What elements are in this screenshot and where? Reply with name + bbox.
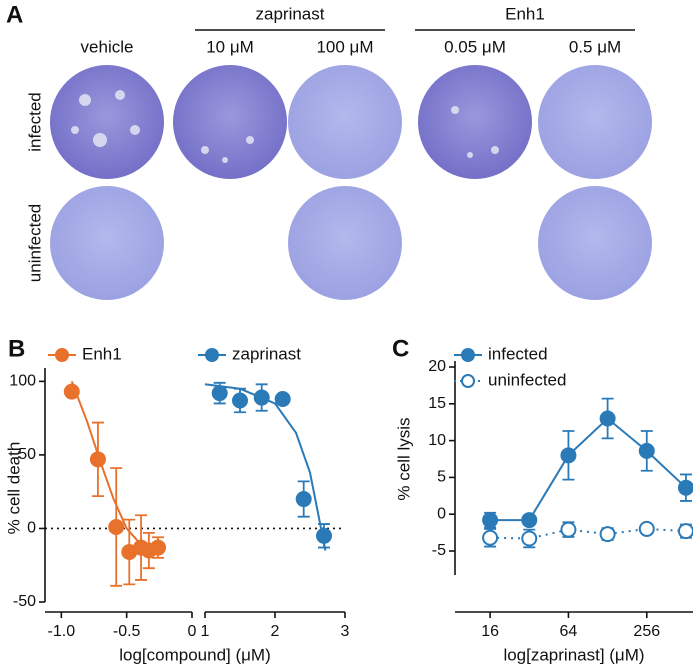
y-tick-label: -5 <box>432 542 446 559</box>
x-tick-label: 2 <box>271 623 280 640</box>
group-label: Enh1 <box>505 4 545 23</box>
column-label: vehicle <box>81 37 134 56</box>
data-point <box>274 391 291 408</box>
data-point <box>482 512 499 529</box>
data-point <box>211 385 228 402</box>
data-point <box>482 529 499 546</box>
data-point <box>638 442 655 459</box>
data-point <box>638 520 655 537</box>
legend-label: infected <box>488 344 548 363</box>
series-line <box>490 527 687 540</box>
y-axis-label: % cell death <box>4 442 23 535</box>
x-tick-label: 1 <box>201 623 210 640</box>
data-point <box>108 518 125 535</box>
fit-curve <box>204 383 327 551</box>
data-point <box>232 392 248 409</box>
x-tick-label: 0 <box>188 623 197 640</box>
data-point <box>560 447 577 464</box>
panel-label: C <box>392 335 409 362</box>
row-label: uninfected <box>25 204 44 282</box>
x-tick-label: 64 <box>560 623 578 640</box>
legend-marker <box>55 348 69 362</box>
x-tick-label: -0.5 <box>113 623 141 640</box>
legend-label: Enh1 <box>82 344 122 363</box>
legend-label: zaprinast <box>232 344 301 363</box>
legend-label: uninfected <box>488 370 566 389</box>
y-tick-label: 15 <box>428 395 446 412</box>
column-label: 0.05 μM <box>444 37 506 56</box>
data-point <box>599 410 616 427</box>
well <box>288 186 402 300</box>
x-tick-label: 3 <box>341 623 350 640</box>
x-tick-label: -1.0 <box>48 623 76 640</box>
well <box>173 65 287 179</box>
x-tick-label: 16 <box>481 623 499 640</box>
data-point <box>521 512 538 529</box>
panel-a: A zaprinast Enh1 vehicle 10 μM 100 μM 0.… <box>6 1 652 300</box>
y-tick-label: 20 <box>428 358 446 375</box>
data-point <box>89 451 106 468</box>
data-point <box>560 521 577 538</box>
y-tick-label: 10 <box>428 432 446 449</box>
row-label: infected <box>25 92 44 152</box>
well <box>538 186 652 300</box>
column-label: 0.5 μM <box>569 37 621 56</box>
column-label: 10 μM <box>206 37 254 56</box>
column-label: 100 μM <box>316 37 373 56</box>
well <box>418 65 532 179</box>
well <box>50 186 164 300</box>
well <box>538 65 652 179</box>
well <box>288 65 402 179</box>
x-tick-label: 256 <box>633 623 660 640</box>
data-point <box>677 479 693 496</box>
y-tick-label: 50 <box>18 446 36 463</box>
data-point <box>316 527 332 544</box>
x-axis-label: log[zaprinast] (μM) <box>503 645 644 664</box>
panel-label: B <box>8 335 25 362</box>
series-line <box>490 417 687 522</box>
y-tick-label: 100 <box>9 373 36 390</box>
y-tick-label: 0 <box>27 520 36 537</box>
data-point <box>253 389 270 406</box>
y-tick-label: 5 <box>437 469 446 486</box>
legend-marker <box>461 348 475 362</box>
data-point <box>599 526 616 543</box>
y-tick-label: 0 <box>437 505 446 522</box>
y-axis-label: % cell lysis <box>394 417 413 500</box>
group-label: zaprinast <box>256 4 325 23</box>
data-point <box>521 530 538 547</box>
data-point <box>677 523 693 540</box>
data-point <box>295 491 312 508</box>
panel-label: A <box>6 1 23 28</box>
well <box>50 65 164 179</box>
legend-marker <box>205 348 219 362</box>
y-tick-label: -50 <box>13 593 36 610</box>
plaques <box>71 90 499 163</box>
data-point <box>150 539 167 556</box>
data-point <box>63 383 80 400</box>
x-axis-label: log[compound] (μM) <box>119 645 271 664</box>
legend-marker <box>461 374 475 388</box>
